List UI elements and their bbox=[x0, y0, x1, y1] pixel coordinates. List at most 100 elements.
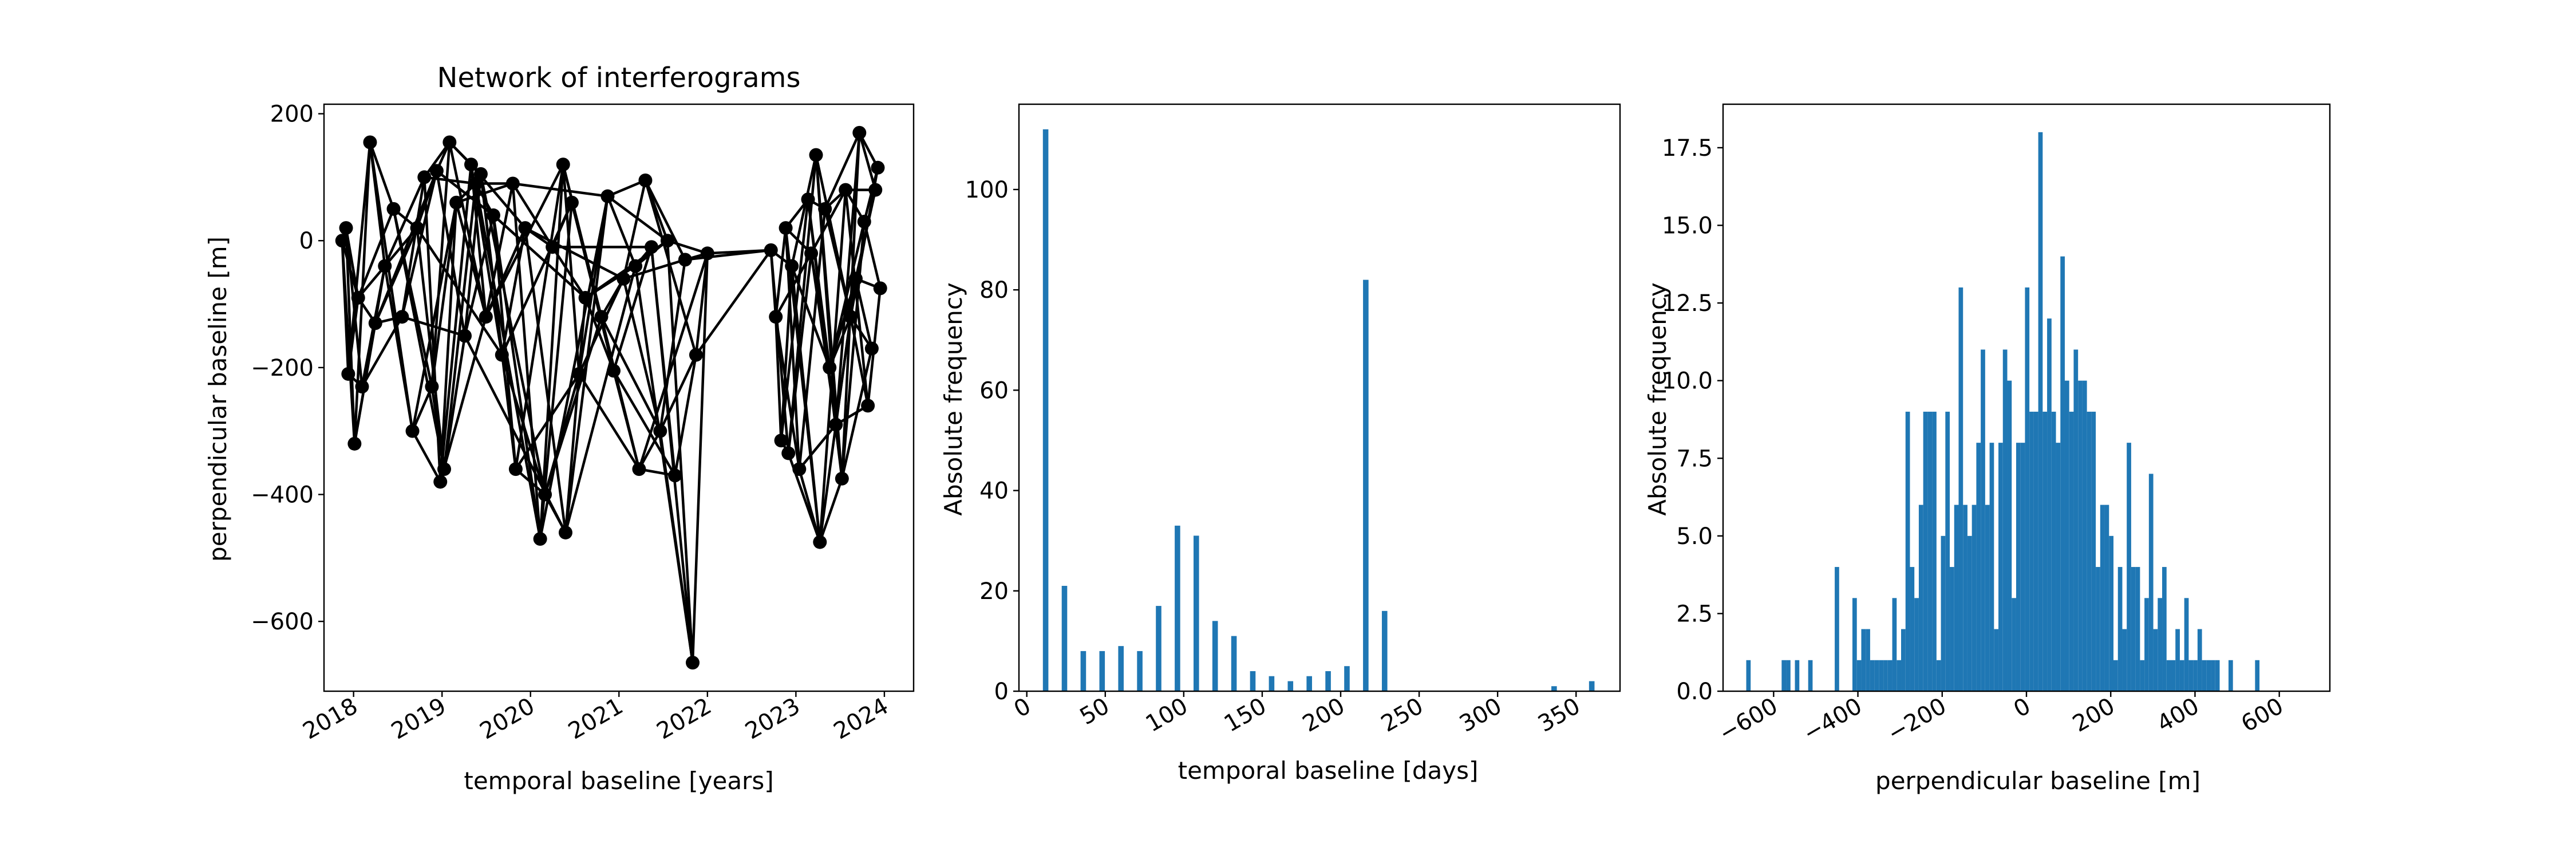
acquisition-point bbox=[781, 446, 796, 460]
temporal-baseline-bar bbox=[1306, 676, 1312, 691]
interferogram-edge bbox=[644, 180, 698, 356]
interferogram-edge bbox=[810, 189, 847, 254]
acquisition-point bbox=[341, 367, 355, 381]
acquisition-point bbox=[518, 221, 532, 235]
acquisition-point bbox=[645, 240, 659, 254]
perpendicular-baseline-bar bbox=[1897, 660, 1902, 691]
perpendicular-baseline-histogram: −600 −400 −200 0 200 400 6000.02.55.07.510.012… bbox=[1662, 103, 2331, 747]
perp-hist-xlabel: perpendicular baseline [m] bbox=[1875, 767, 2200, 795]
interferogram-edge bbox=[784, 227, 821, 542]
perpendicular-baseline-bar bbox=[2020, 443, 2025, 691]
interferogram-edge bbox=[807, 199, 844, 479]
perpendicular-baseline-bar bbox=[1981, 349, 1985, 691]
interferogram-edge bbox=[774, 317, 783, 441]
perpendicular-baseline-bar bbox=[1866, 629, 1870, 691]
perpendicular-baseline-bar bbox=[1852, 598, 1857, 691]
perpendicular-baseline-bar bbox=[2135, 567, 2140, 691]
perp-y-tick-label: 10.0 bbox=[1662, 368, 1713, 395]
temporal-y-tick-label: 40 bbox=[979, 478, 1009, 505]
acquisition-point bbox=[433, 475, 448, 489]
perpendicular-baseline-bar bbox=[1950, 567, 1954, 691]
network-ylabel: perpendicular baseline [m] bbox=[204, 237, 232, 562]
acquisition-point bbox=[405, 424, 420, 438]
interferogram-edge bbox=[815, 155, 837, 425]
interferogram-edge bbox=[551, 246, 587, 299]
perpendicular-baseline-bar bbox=[2051, 411, 2056, 691]
perpendicular-baseline-bar bbox=[2100, 505, 2105, 691]
interferogram-edge bbox=[512, 182, 608, 198]
perpendicular-baseline-bar bbox=[1746, 660, 1751, 691]
network-y-tick-label: −200 bbox=[251, 355, 314, 381]
acquisition-point bbox=[533, 532, 547, 546]
perpendicular-baseline-bar bbox=[2047, 318, 2052, 691]
perpendicular-baseline-bar bbox=[2109, 535, 2114, 691]
perpendicular-baseline-bar bbox=[2184, 598, 2189, 691]
acquisition-point bbox=[508, 462, 523, 476]
perpendicular-baseline-bar bbox=[2188, 660, 2194, 691]
temporal-baseline-bar bbox=[1231, 636, 1237, 691]
interferogram-edge bbox=[564, 297, 587, 533]
interferogram-edge bbox=[539, 196, 609, 539]
perpendicular-baseline-bar bbox=[1936, 660, 1941, 691]
acquisition-point bbox=[368, 316, 382, 330]
interferogram-edge bbox=[361, 316, 404, 388]
acquisition-point bbox=[629, 259, 643, 273]
acquisition-point bbox=[505, 176, 520, 191]
perpendicular-baseline-bar bbox=[1856, 660, 1862, 691]
perpendicular-baseline-bar bbox=[1985, 505, 1990, 691]
perpendicular-baseline-bar bbox=[1998, 443, 2003, 691]
perpendicular-baseline-bar bbox=[1795, 660, 1800, 691]
perpendicular-baseline-bar bbox=[1781, 660, 1787, 691]
interferogram-edge bbox=[815, 155, 852, 317]
acquisition-point bbox=[864, 341, 879, 356]
perpendicular-baseline-bar bbox=[1989, 443, 1994, 691]
perpendicular-baseline-bar bbox=[2211, 660, 2215, 691]
interferogram-edge bbox=[578, 278, 625, 375]
interferogram-edge bbox=[819, 478, 843, 543]
interferogram-edge bbox=[638, 253, 709, 470]
interferogram-edge bbox=[341, 241, 356, 444]
perpendicular-baseline-bar bbox=[1932, 411, 1937, 691]
interferogram-edge bbox=[828, 316, 852, 368]
acquisition-point bbox=[873, 281, 887, 295]
network-y-tick-label: −600 bbox=[251, 609, 314, 635]
acquisition-point bbox=[779, 221, 793, 235]
interferogram-edge bbox=[438, 202, 458, 482]
perpendicular-baseline-bar bbox=[1905, 411, 1910, 691]
perpendicular-baseline-bar bbox=[2193, 660, 2198, 691]
temporal-y-tick-label: 0 bbox=[994, 679, 1009, 705]
temporal-baseline-bar bbox=[1118, 646, 1124, 691]
interferogram-edge bbox=[524, 227, 625, 280]
acquisition-point bbox=[473, 167, 488, 181]
acquisition-point bbox=[868, 183, 883, 197]
interferogram-edge bbox=[435, 170, 467, 336]
interferogram-edge bbox=[524, 227, 567, 533]
interferogram-edge bbox=[775, 253, 813, 318]
interferogram-edge bbox=[564, 265, 637, 533]
perpendicular-baseline-bar bbox=[2255, 660, 2260, 691]
perpendicular-baseline-bar bbox=[2104, 505, 2109, 691]
interferogram-edge bbox=[834, 132, 861, 425]
acquisition-point bbox=[464, 157, 479, 172]
acquisition-point bbox=[339, 221, 353, 235]
perpendicular-baseline-bar bbox=[1923, 411, 1928, 691]
perpendicular-baseline-bar bbox=[2122, 629, 2127, 691]
perpendicular-baseline-bar bbox=[2171, 660, 2176, 691]
network-xlabel: temporal baseline [years] bbox=[464, 767, 773, 795]
interferogram-edge bbox=[514, 164, 564, 470]
temporal-baseline-bar bbox=[1175, 525, 1180, 691]
perpendicular-baseline-bar bbox=[1901, 629, 1906, 691]
perpendicular-baseline-bar bbox=[1941, 535, 1946, 691]
perp-y-tick-label: 15.0 bbox=[1662, 213, 1713, 239]
acquisition-point bbox=[546, 240, 560, 254]
interferogram-edge bbox=[448, 142, 488, 317]
acquisition-point bbox=[785, 259, 799, 273]
acquisition-point bbox=[600, 189, 615, 203]
interferogram-edge bbox=[374, 170, 438, 324]
acquisition-point bbox=[386, 202, 401, 216]
acquisition-point bbox=[594, 310, 609, 324]
interferogram-edge bbox=[430, 202, 458, 387]
interferogram-edge bbox=[828, 221, 866, 368]
interferogram-edge bbox=[691, 253, 709, 663]
